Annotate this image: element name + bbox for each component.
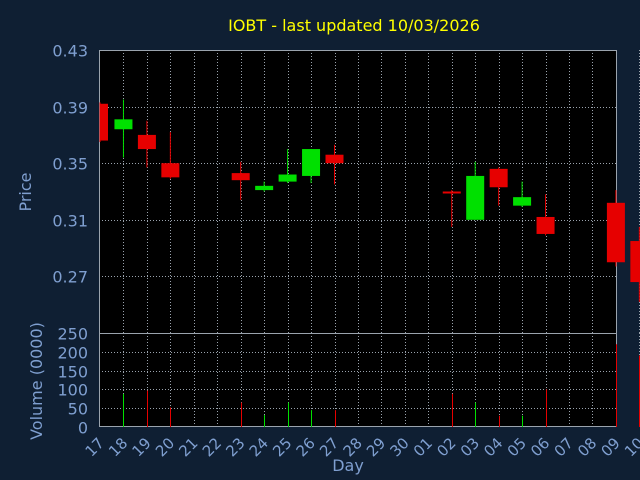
price-tick-label: 0.27 [52, 268, 88, 287]
candle [630, 226, 640, 302]
candle [114, 99, 133, 158]
volume-tick-label: 100 [57, 381, 88, 400]
volume-tick-label: 50 [68, 400, 88, 419]
candle-body [255, 185, 274, 191]
candle [231, 161, 250, 200]
candle [161, 132, 180, 179]
chart-title: IOBT - last updated 10/03/2026 [228, 16, 480, 35]
candle-body [278, 174, 297, 182]
candle-body [536, 216, 555, 234]
candle-body [325, 154, 344, 164]
price-tick-label: 0.31 [52, 212, 88, 231]
candle [255, 181, 274, 192]
candle-body [114, 119, 133, 130]
volume-tick-label: 250 [57, 325, 88, 344]
candles [99, 99, 640, 302]
candle-body [100, 103, 108, 141]
candle [606, 190, 625, 267]
volume-tick-label: 0 [78, 419, 88, 438]
candle [513, 181, 532, 208]
candle-body [630, 241, 640, 283]
volume-tick-label: 150 [57, 363, 88, 382]
volume-axis-label: Volume (0000) [27, 322, 46, 440]
x-axis-label: Day [332, 456, 364, 475]
candle-body [606, 202, 625, 263]
candle-body [466, 175, 485, 220]
candle-body [161, 163, 180, 178]
price-axis-label: Price [16, 172, 35, 211]
price-tick-label: 0.43 [52, 42, 88, 61]
candle [137, 120, 156, 168]
volume-plot-area [99, 333, 617, 427]
candle [489, 167, 508, 206]
price-tick-label: 0.35 [52, 155, 88, 174]
candle [278, 149, 297, 184]
candle-body [231, 173, 250, 181]
candle-body [137, 134, 156, 150]
candle [302, 149, 321, 184]
price-tick-label: 0.39 [52, 99, 88, 118]
candle [466, 161, 485, 220]
volume-tick-label: 200 [57, 344, 88, 363]
candle-body [442, 191, 461, 194]
candle [536, 194, 555, 236]
candle-body [513, 197, 532, 206]
candle [442, 190, 461, 227]
candle-body [302, 149, 321, 176]
price-y-axis: 0.43 0.39 0.35 0.31 0.27 [52, 42, 88, 287]
candle [325, 144, 344, 185]
candle-body [489, 168, 508, 188]
candle [99, 102, 108, 142]
